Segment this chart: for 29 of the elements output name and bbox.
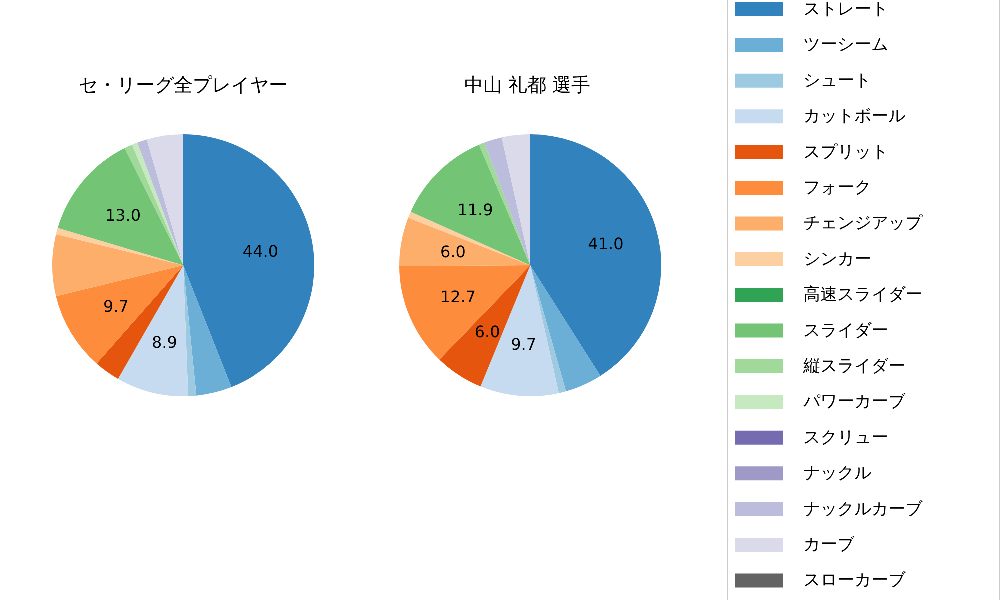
legend-label: ストレート bbox=[804, 0, 888, 20]
data-label: 9.7 bbox=[104, 297, 129, 316]
legend-label: スライダー bbox=[804, 320, 888, 341]
legend-label: シュート bbox=[804, 70, 872, 91]
chart-title: 中山 礼都 選手 bbox=[464, 74, 591, 96]
data-label: 11.9 bbox=[458, 200, 494, 220]
data-label: 6.0 bbox=[474, 322, 500, 342]
legend-label: パワーカーブ bbox=[802, 392, 906, 412]
legend-label: ナックルカーブ bbox=[804, 499, 924, 520]
data-label: 9.7 bbox=[511, 334, 537, 354]
legend-label: カットボール bbox=[804, 106, 906, 127]
legend-label: スプリット bbox=[804, 142, 888, 162]
legend-label: ナックル bbox=[804, 464, 872, 484]
data-label: 13.0 bbox=[105, 206, 142, 226]
legend-label: ツーシーム bbox=[804, 35, 888, 56]
data-label: 44.0 bbox=[242, 242, 279, 261]
legend-label: シンカー bbox=[804, 249, 872, 270]
legend-label: カーブ bbox=[804, 535, 856, 555]
legend-label: スクリュー bbox=[804, 428, 888, 448]
legend-label: フォーク bbox=[804, 178, 872, 198]
legend-label: 高速スライダー bbox=[804, 285, 922, 306]
data-label: 41.0 bbox=[588, 234, 624, 254]
data-label: 12.7 bbox=[440, 287, 476, 306]
legend-label: スローカーブ bbox=[804, 570, 906, 591]
data-label: 8.9 bbox=[152, 332, 178, 352]
legend-label: チェンジアップ bbox=[804, 214, 924, 234]
data-label: 6.0 bbox=[440, 242, 466, 262]
text: セ・リーグ全プレイヤー bbox=[79, 74, 288, 96]
legend-label: 縦スライダー bbox=[802, 356, 906, 376]
